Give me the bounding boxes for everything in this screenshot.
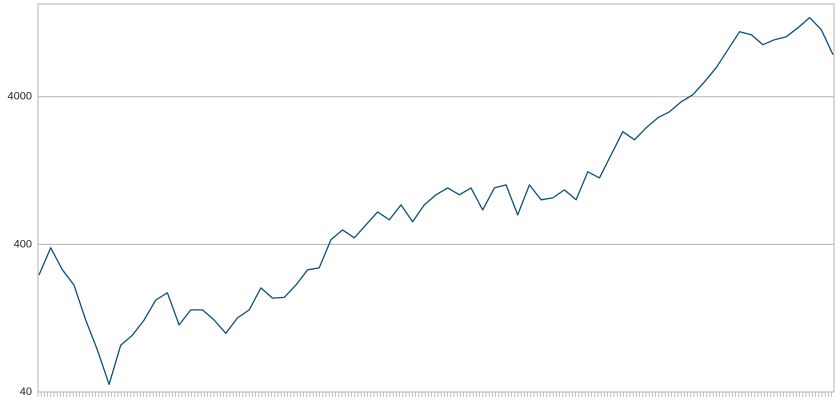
y-tick-label: 400 bbox=[14, 238, 32, 250]
plot-frame bbox=[37, 3, 835, 393]
data-line bbox=[38, 16, 834, 386]
x-axis-ticks bbox=[37, 392, 832, 397]
y-tick-label: 4000 bbox=[8, 91, 32, 103]
y-tick-label: 40 bbox=[20, 386, 32, 398]
